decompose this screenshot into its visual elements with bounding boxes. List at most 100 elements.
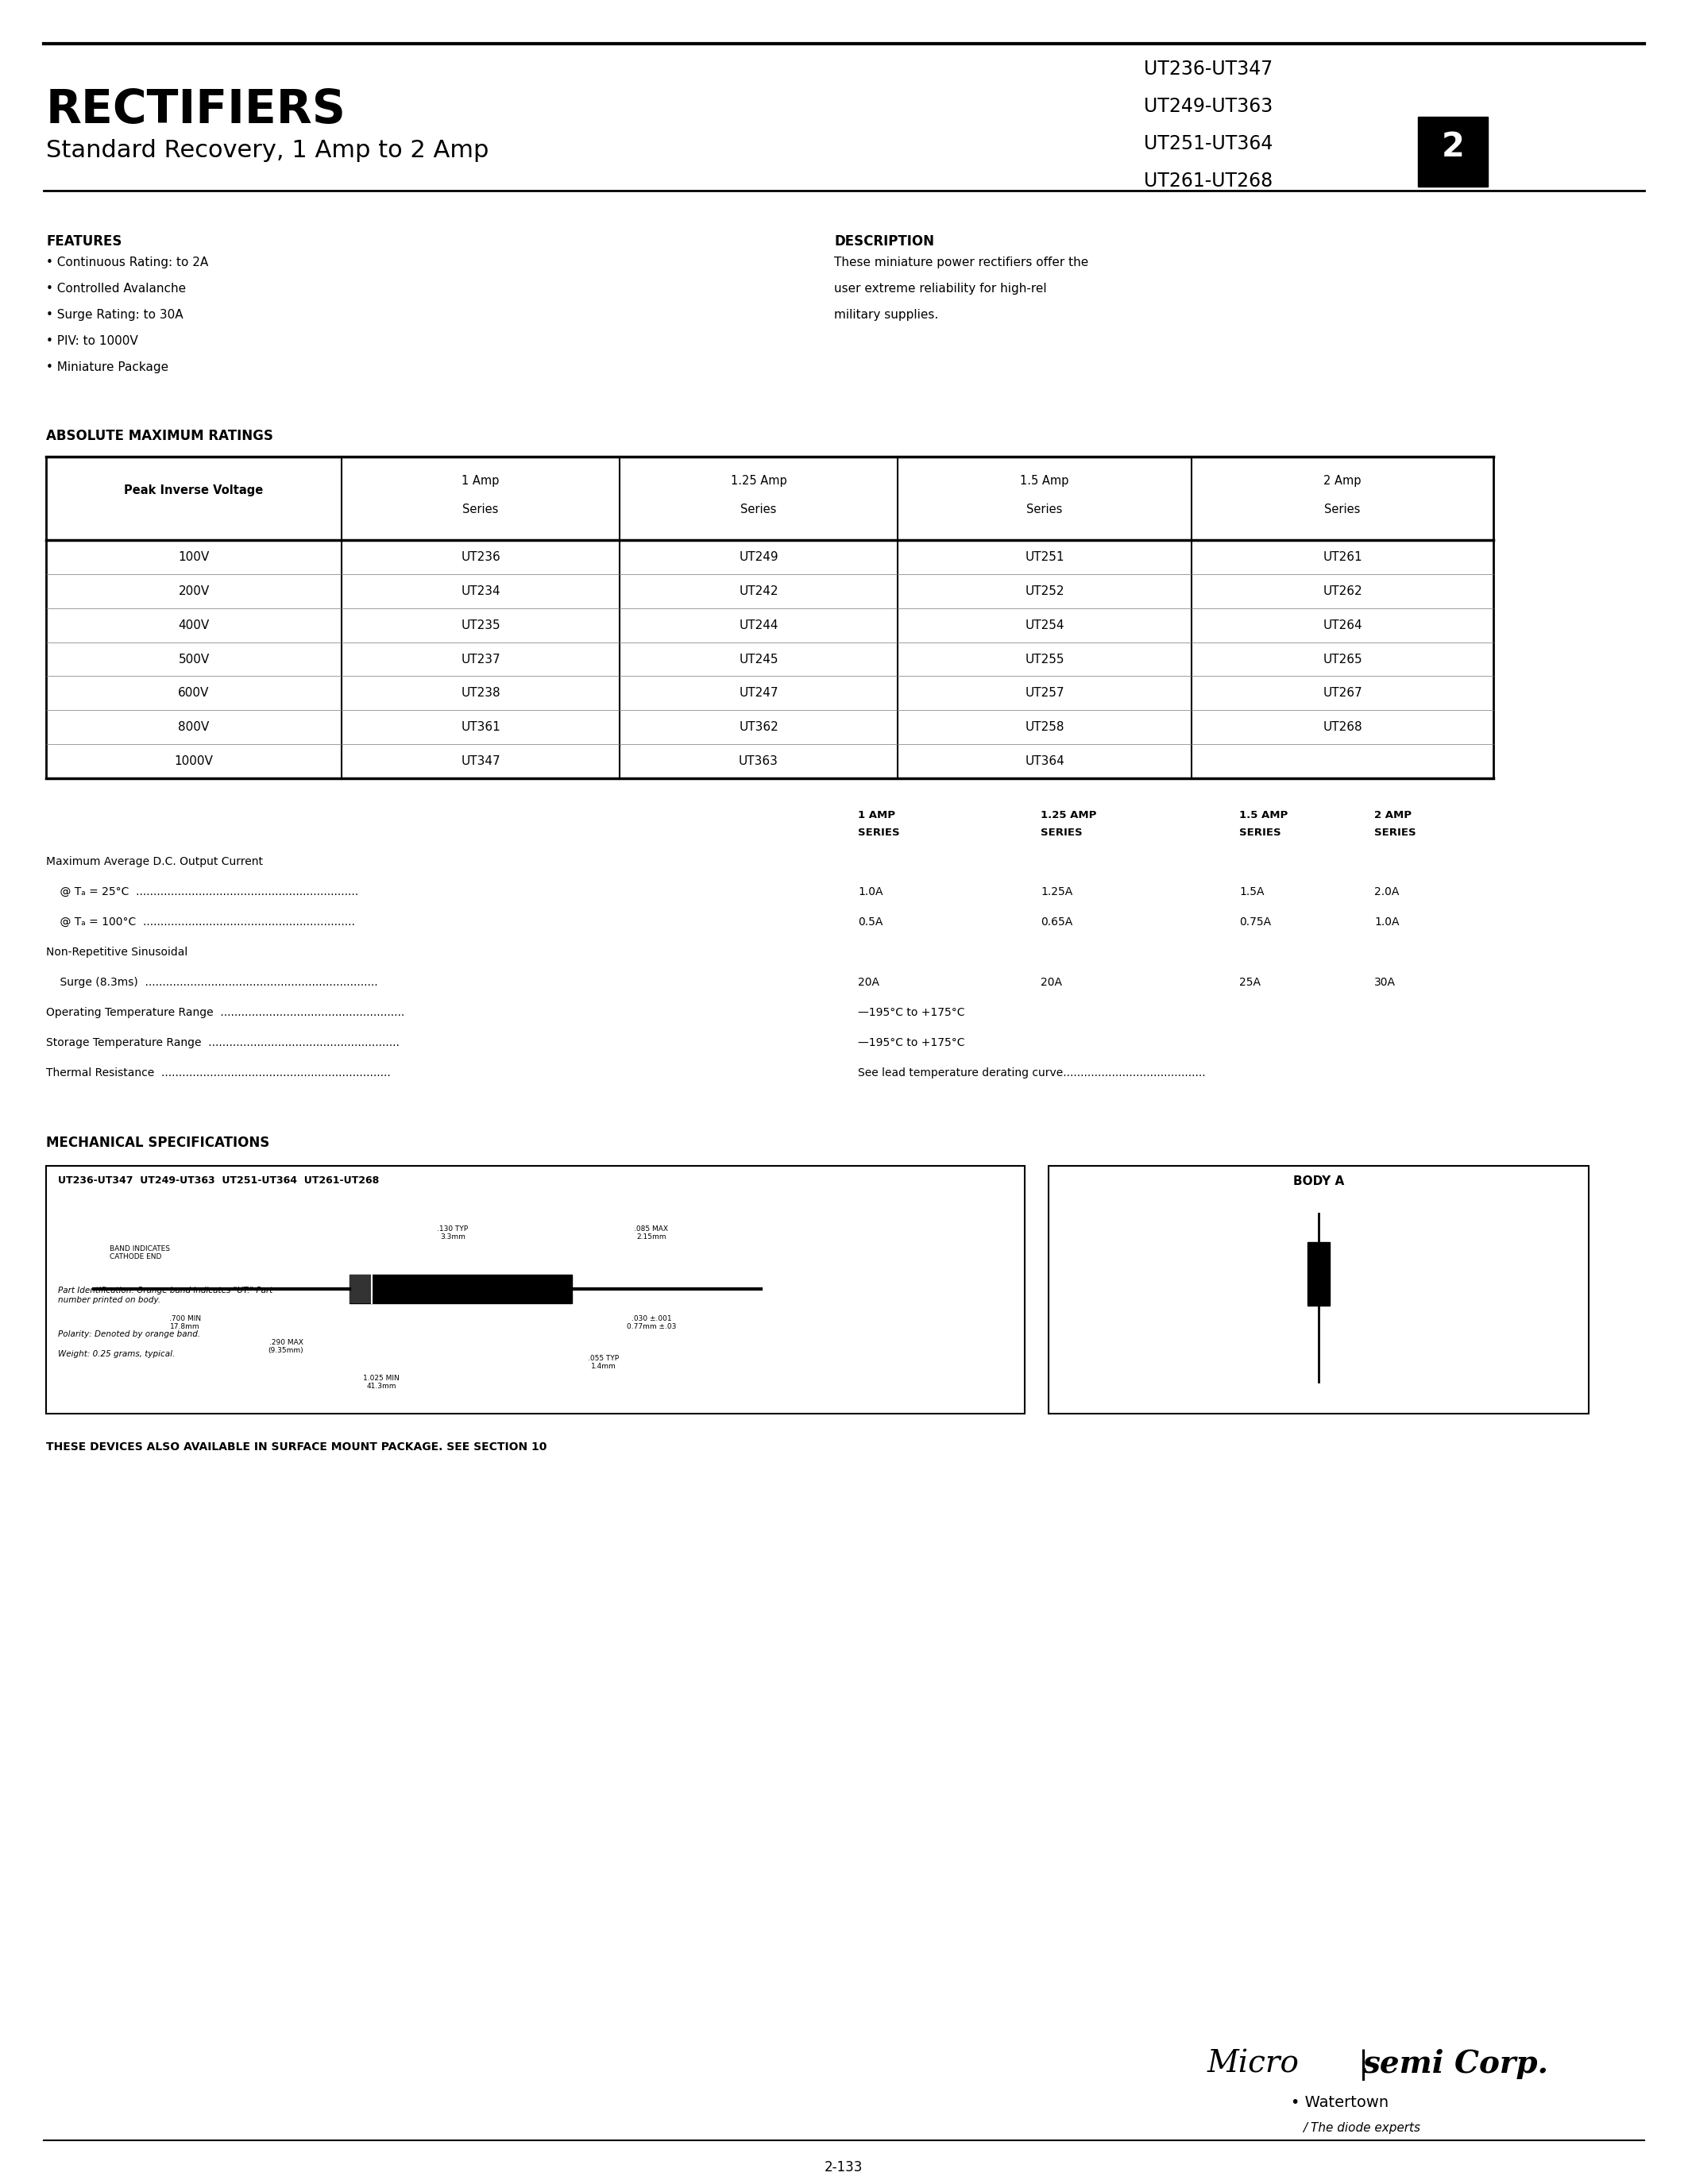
Text: Surge (8.3ms)  .................................................................: Surge (8.3ms) ..........................…: [46, 976, 378, 987]
Text: 0.65A: 0.65A: [1040, 917, 1072, 928]
Text: Weight: 0.25 grams, typical.: Weight: 0.25 grams, typical.: [57, 1350, 176, 1358]
Text: • Controlled Avalanche: • Controlled Avalanche: [46, 282, 186, 295]
Text: UT236-UT347: UT236-UT347: [1144, 59, 1273, 79]
Text: • PIV: to 1000V: • PIV: to 1000V: [46, 334, 138, 347]
Text: UT245: UT245: [739, 653, 778, 666]
Text: Part Identification: Orange band indicates "UT." Part
number printed on body.: Part Identification: Orange band indicat…: [57, 1286, 273, 1304]
Text: @ Tₐ = 100°C  .............................................................: @ Tₐ = 100°C ...........................…: [46, 917, 354, 928]
Text: 20A: 20A: [1040, 976, 1062, 987]
Text: Operating Temperature Range  ...................................................: Operating Temperature Range ............…: [46, 1007, 405, 1018]
Text: —195°C to +175°C: —195°C to +175°C: [858, 1037, 966, 1048]
Text: THESE DEVICES ALSO AVAILABLE IN SURFACE MOUNT PACKAGE. SEE SECTION 10: THESE DEVICES ALSO AVAILABLE IN SURFACE …: [46, 1441, 547, 1452]
Text: Maximum Average D.C. Output Current: Maximum Average D.C. Output Current: [46, 856, 263, 867]
Text: Series: Series: [1325, 502, 1361, 515]
Text: 2 Amp: 2 Amp: [1323, 474, 1361, 487]
Text: UT244: UT244: [739, 620, 778, 631]
Text: 2.0A: 2.0A: [1374, 887, 1399, 898]
Text: UT249-UT363: UT249-UT363: [1144, 96, 1273, 116]
Text: 1 Amp: 1 Amp: [463, 474, 500, 487]
Text: .055 TYP
1.4mm: .055 TYP 1.4mm: [587, 1354, 619, 1369]
Text: UT268: UT268: [1323, 721, 1362, 734]
Text: 600V: 600V: [179, 688, 209, 699]
Text: Thermal Resistance  ............................................................: Thermal Resistance .....................…: [46, 1068, 390, 1079]
Bar: [1048, 1166, 1588, 1413]
Text: 20A: 20A: [858, 976, 879, 987]
Text: .290 MAX
(9.35mm): .290 MAX (9.35mm): [268, 1339, 304, 1354]
Text: semi Corp.: semi Corp.: [1362, 2049, 1548, 2079]
Text: 0.5A: 0.5A: [858, 917, 883, 928]
Text: 1.0A: 1.0A: [1374, 917, 1399, 928]
Text: UT237: UT237: [461, 653, 500, 666]
Text: .030 ±.001
0.77mm ±.03: .030 ±.001 0.77mm ±.03: [626, 1315, 677, 1330]
Text: SERIES: SERIES: [1374, 828, 1416, 839]
Text: See lead temperature derating curve.........................................: See lead temperature derating curve.....…: [858, 1068, 1205, 1079]
Text: .130 TYP
3.3mm: .130 TYP 3.3mm: [437, 1225, 468, 1241]
Bar: [1308, 1243, 1330, 1306]
Text: MECHANICAL SPECIFICATIONS: MECHANICAL SPECIFICATIONS: [46, 1136, 270, 1151]
Text: UT257: UT257: [1025, 688, 1063, 699]
Text: 1.5 Amp: 1.5 Amp: [1020, 474, 1069, 487]
Text: |: |: [1359, 2049, 1369, 2081]
Text: user extreme reliability for high-rel: user extreme reliability for high-rel: [834, 282, 1047, 295]
Text: UT261: UT261: [1323, 550, 1362, 563]
Text: UT363: UT363: [739, 756, 778, 767]
Text: 1.25 Amp: 1.25 Amp: [731, 474, 787, 487]
Text: .700 MIN
17.8mm: .700 MIN 17.8mm: [169, 1315, 201, 1330]
Text: UT362: UT362: [739, 721, 778, 734]
Text: UT238: UT238: [461, 688, 500, 699]
Text: UT251: UT251: [1025, 550, 1063, 563]
Text: UT236: UT236: [461, 550, 500, 563]
Text: 1.5A: 1.5A: [1239, 887, 1264, 898]
Text: • Surge Rating: to 30A: • Surge Rating: to 30A: [46, 308, 184, 321]
Text: UT249: UT249: [739, 550, 778, 563]
Text: • Continuous Rating: to 2A: • Continuous Rating: to 2A: [46, 256, 208, 269]
Text: UT258: UT258: [1025, 721, 1063, 734]
Text: Series: Series: [463, 502, 498, 515]
Text: BAND INDICATES
CATHODE END: BAND INDICATES CATHODE END: [110, 1245, 170, 1260]
Text: 2 AMP: 2 AMP: [1374, 810, 1411, 821]
Text: Series: Series: [1026, 502, 1063, 515]
Text: 0.75A: 0.75A: [1239, 917, 1271, 928]
Text: UT254: UT254: [1025, 620, 1063, 631]
Text: FEATURES: FEATURES: [46, 234, 122, 249]
Bar: [46, 1166, 1025, 1413]
Text: 500V: 500V: [179, 653, 209, 666]
Text: 1 AMP: 1 AMP: [858, 810, 895, 821]
Text: 1.0A: 1.0A: [858, 887, 883, 898]
Text: Micro: Micro: [1207, 2049, 1300, 2079]
Text: / The diode experts: / The diode experts: [1303, 2123, 1420, 2134]
Text: UT265: UT265: [1323, 653, 1362, 666]
Text: These miniature power rectifiers offer the: These miniature power rectifiers offer t…: [834, 256, 1089, 269]
Text: SERIES: SERIES: [1040, 828, 1082, 839]
Text: 30A: 30A: [1374, 976, 1396, 987]
Text: 800V: 800V: [179, 721, 209, 734]
Text: ABSOLUTE MAXIMUM RATINGS: ABSOLUTE MAXIMUM RATINGS: [46, 428, 273, 443]
Text: 2-133: 2-133: [824, 2160, 863, 2175]
Text: military supplies.: military supplies.: [834, 308, 939, 321]
Text: 200V: 200V: [179, 585, 209, 596]
Text: 100V: 100V: [179, 550, 209, 563]
Text: SERIES: SERIES: [858, 828, 900, 839]
Text: UT236-UT347  UT249-UT363  UT251-UT364  UT261-UT268: UT236-UT347 UT249-UT363 UT251-UT364 UT26…: [57, 1175, 380, 1186]
Text: UT347: UT347: [461, 756, 500, 767]
Text: —195°C to +175°C: —195°C to +175°C: [858, 1007, 966, 1018]
Text: UT264: UT264: [1323, 620, 1362, 631]
Bar: [1418, 116, 1487, 186]
Text: 25A: 25A: [1239, 976, 1261, 987]
Text: Non-Repetitive Sinusoidal: Non-Repetitive Sinusoidal: [46, 946, 187, 959]
Text: UT262: UT262: [1323, 585, 1362, 596]
Text: 1.5 AMP: 1.5 AMP: [1239, 810, 1288, 821]
Text: RECTIFIERS: RECTIFIERS: [46, 87, 346, 133]
Text: Storage Temperature Range  .....................................................: Storage Temperature Range ..............…: [46, 1037, 400, 1048]
Text: UT235: UT235: [461, 620, 500, 631]
Text: • Miniature Package: • Miniature Package: [46, 360, 169, 373]
Text: BODY A: BODY A: [1293, 1175, 1344, 1188]
Text: 1.25 AMP: 1.25 AMP: [1040, 810, 1097, 821]
Text: 1.25A: 1.25A: [1040, 887, 1072, 898]
Text: • Watertown: • Watertown: [1291, 2094, 1389, 2110]
Text: Series: Series: [741, 502, 776, 515]
Text: DESCRIPTION: DESCRIPTION: [834, 234, 933, 249]
Text: UT261-UT268: UT261-UT268: [1144, 173, 1273, 190]
Text: UT242: UT242: [739, 585, 778, 596]
Text: UT252: UT252: [1025, 585, 1063, 596]
